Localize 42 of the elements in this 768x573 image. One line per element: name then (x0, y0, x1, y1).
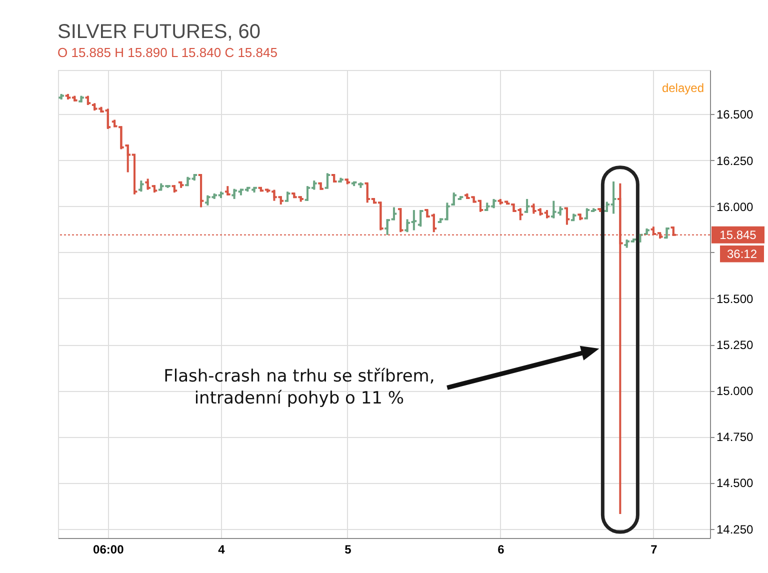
y-tick-label: 14.250 (716, 522, 754, 536)
candlestick (523, 198, 531, 214)
candlestick (643, 227, 650, 235)
candlestick (84, 94, 92, 106)
text: 36:12 (726, 246, 758, 261)
chart-subtitle: O 15.885 H 15.890 L 15.840 C 15.845 (58, 45, 278, 60)
y-tick-label: 15.000 (716, 384, 754, 398)
ref-line-label: 15.845 (720, 228, 757, 242)
candlestick (78, 94, 85, 104)
candlestick (317, 181, 324, 191)
candlestick (416, 209, 424, 228)
candlestick (456, 195, 464, 201)
y-tick-label: 15.250 (716, 338, 754, 352)
candlestick (144, 178, 152, 191)
y-tick-label: 16.000 (716, 200, 754, 214)
candlestick (138, 180, 145, 193)
x-tick-label: 5 (344, 542, 352, 556)
y-tick-label: 14.500 (716, 476, 754, 490)
candlestick (170, 184, 178, 194)
chart-title: SILVER FUTURES, 60 (58, 21, 261, 43)
candlestick (330, 173, 338, 184)
y-tick-label: 16.500 (716, 108, 754, 122)
candlestick (663, 226, 670, 239)
annotation: Flash-crash na trhu se stříbrem, intradenní pohyb o 11 % (164, 366, 435, 409)
candlestick (570, 212, 578, 222)
candlestick (150, 184, 158, 194)
x-tick-label: 06:00 (93, 542, 124, 556)
y-tick-label: 14.750 (716, 430, 754, 444)
candlestick (284, 190, 292, 202)
candlestick (396, 207, 404, 234)
candlestick (450, 192, 458, 206)
annotation: delayed (662, 81, 704, 95)
candlestick (197, 173, 205, 208)
y-tick-label: 16.250 (716, 154, 754, 168)
x-tick-label: 7 (650, 542, 658, 556)
x-tick-label: 4 (218, 542, 226, 556)
candlestick (324, 172, 332, 189)
y-tick-label: 15.500 (716, 292, 754, 306)
candlestick (576, 212, 584, 222)
candlestick (563, 207, 571, 226)
x-tick-label: 6 (498, 542, 505, 556)
candlestick (596, 207, 604, 213)
